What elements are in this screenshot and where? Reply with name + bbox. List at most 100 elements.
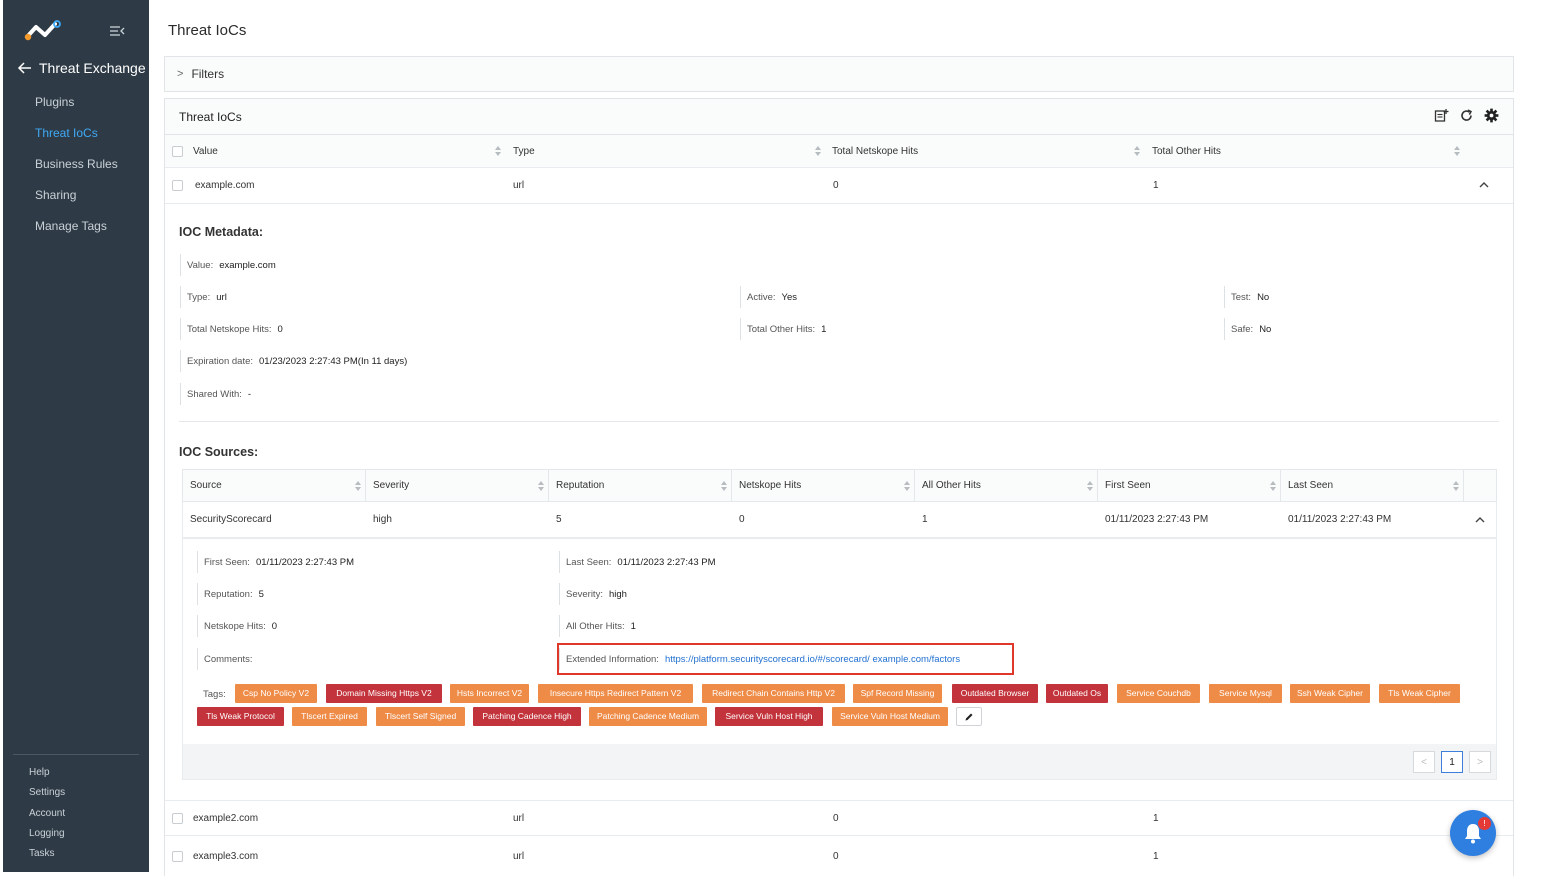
- sort-icon[interactable]: [1134, 146, 1140, 156]
- col-other-hits[interactable]: Total Other Hits: [1152, 145, 1221, 157]
- tag[interactable]: Hsts Incorrect V2: [450, 684, 529, 703]
- row-checkbox[interactable]: [172, 180, 183, 191]
- src-first-seen: 01/11/2023 2:27:43 PM: [1105, 514, 1209, 525]
- page-1-button[interactable]: 1: [1441, 751, 1463, 773]
- tag[interactable]: Service Vuln Host Medium: [832, 707, 948, 726]
- src-last-seen: 01/11/2023 2:27:43 PM: [1288, 514, 1392, 525]
- tag[interactable]: Spf Record Missing: [853, 684, 942, 703]
- sort-icon[interactable]: [495, 146, 501, 156]
- tag[interactable]: Tlscert Self Signed: [376, 707, 465, 726]
- extended-info-highlight: [557, 643, 1014, 675]
- sources-row[interactable]: SecurityScorecard high 5 0 1 01/11/2023 …: [182, 502, 1497, 538]
- back-to-threat-exchange[interactable]: Threat Exchange: [17, 58, 146, 78]
- sidebar-item-account[interactable]: Account: [29, 807, 66, 819]
- iocs-card: Threat IoCs Value Type Total Netskope Hi…: [164, 98, 1514, 876]
- table-row[interactable]: example2.com url 0 1: [165, 800, 1513, 836]
- row-netskope-hits: 0: [833, 180, 839, 191]
- pagination: < 1 >: [1413, 751, 1491, 773]
- prev-page-button[interactable]: <: [1413, 751, 1435, 773]
- sidebar-item-threat-iocs[interactable]: Threat IoCs: [35, 126, 98, 140]
- col-netskope-hits[interactable]: Netskope Hits: [732, 470, 915, 501]
- sort-icon[interactable]: [904, 481, 910, 491]
- tag[interactable]: Service Vuln Host High: [715, 707, 823, 726]
- meta-netskope-text: 0: [277, 323, 283, 335]
- sidebar-item-manage-tags[interactable]: Manage Tags: [35, 219, 107, 233]
- sort-icon[interactable]: [1453, 481, 1459, 491]
- detail-reputation-text: 5: [258, 588, 264, 600]
- meta-safe-text: No: [1259, 323, 1272, 335]
- sidebar-item-help[interactable]: Help: [29, 767, 50, 778]
- row-other-hits: 1: [1153, 850, 1159, 862]
- sort-icon[interactable]: [1270, 481, 1276, 491]
- tag[interactable]: Tls Weak Protocol: [197, 707, 284, 726]
- tag[interactable]: Csp No Policy V2: [235, 684, 317, 703]
- card-title: Threat IoCs: [179, 110, 242, 124]
- sort-icon[interactable]: [1454, 146, 1460, 156]
- chevron-up-icon[interactable]: [1479, 181, 1489, 189]
- col-reputation[interactable]: Reputation: [549, 470, 732, 501]
- tag[interactable]: Redirect Chain Contains Http V2: [702, 684, 845, 703]
- col-type[interactable]: Type: [513, 145, 535, 157]
- row-checkbox[interactable]: [172, 812, 183, 824]
- tag[interactable]: Service Couchdb: [1117, 684, 1200, 703]
- col-source[interactable]: Source: [183, 470, 366, 501]
- tag[interactable]: Patching Cadence High: [473, 707, 581, 726]
- meta-expiration-label: Expiration date:: [187, 355, 254, 367]
- sort-icon[interactable]: [721, 481, 727, 491]
- col-all-other-hits[interactable]: All Other Hits: [915, 470, 1098, 501]
- next-page-button[interactable]: >: [1469, 751, 1491, 773]
- refresh-icon[interactable]: [1459, 108, 1474, 123]
- extended-info-link[interactable]: https://platform.securityscorecard.io/#/…: [664, 653, 961, 665]
- tag[interactable]: Ssh Weak Cipher: [1290, 684, 1370, 703]
- edit-tags-button[interactable]: [956, 707, 982, 726]
- detail-last-seen: Last Seen: 01/11/2023 2:27:43 PM: [559, 551, 716, 573]
- pencil-icon: [965, 713, 973, 720]
- sidebar-item-sharing[interactable]: Sharing: [35, 188, 77, 202]
- table-row[interactable]: example3.com url 0 1: [165, 837, 1513, 875]
- col-last-seen[interactable]: Last Seen: [1281, 470, 1464, 501]
- sort-icon[interactable]: [538, 481, 544, 491]
- col-netskope-hits[interactable]: Total Netskope Hits: [832, 145, 919, 157]
- tag[interactable]: Outdated Browser: [952, 684, 1038, 703]
- sidebar-item-business-rules[interactable]: Business Rules: [35, 157, 118, 171]
- app-logo-icon[interactable]: [24, 19, 62, 41]
- sidebar-item-logging[interactable]: Logging: [29, 827, 65, 839]
- collapse-menu-icon[interactable]: [109, 24, 125, 38]
- tag[interactable]: Insecure Https Redirect Pattern V2: [538, 684, 693, 703]
- table-row[interactable]: example.com url 0 1: [165, 168, 1513, 204]
- sidebar-divider: [13, 754, 139, 755]
- sort-icon[interactable]: [1087, 481, 1093, 491]
- detail-severity: Severity: high: [559, 583, 627, 605]
- sidebar-item-tasks[interactable]: Tasks: [29, 848, 55, 860]
- detail-first-seen: First Seen: 01/11/2023 2:27:43 PM: [197, 551, 354, 573]
- notifications-button[interactable]: !: [1450, 810, 1496, 856]
- meta-other-hits: Total Other Hits: 1: [740, 318, 826, 340]
- meta-value: Value: example.com: [180, 254, 276, 276]
- sidebar-item-settings[interactable]: Settings: [29, 787, 66, 799]
- meta-shared-text: -: [247, 388, 252, 400]
- sort-icon[interactable]: [355, 481, 361, 491]
- sidebar-item-plugins[interactable]: Plugins: [35, 95, 75, 109]
- col-severity[interactable]: Severity: [366, 470, 549, 501]
- col-value[interactable]: Value: [193, 145, 218, 157]
- tag[interactable]: Outdated Os: [1046, 684, 1108, 703]
- row-value: example.com: [195, 180, 255, 191]
- export-icon[interactable]: [1434, 108, 1449, 123]
- sidebar-bottom-nav: Help Settings Account Logging Tasks: [29, 766, 65, 867]
- tag[interactable]: Tlscert Expired: [292, 707, 367, 726]
- sort-icon[interactable]: [815, 146, 821, 156]
- tag[interactable]: Domain Missing Https V2: [326, 684, 442, 703]
- page-title: Threat IoCs: [168, 22, 247, 39]
- filters-toggle[interactable]: > Filters: [164, 56, 1514, 92]
- tag[interactable]: Tls Weak Cipher: [1379, 684, 1460, 703]
- source-detail-panel: First Seen: 01/11/2023 2:27:43 PM Last Se…: [182, 538, 1497, 780]
- tag[interactable]: Patching Cadence Medium: [589, 707, 707, 726]
- tag[interactable]: Service Mysql: [1209, 684, 1282, 703]
- detail-comments-label: Comments:: [204, 653, 253, 665]
- detail-netskope-label: Netskope Hits:: [204, 620, 266, 632]
- row-checkbox[interactable]: [172, 850, 183, 862]
- gear-icon[interactable]: [1484, 108, 1499, 123]
- col-first-seen[interactable]: First Seen: [1098, 470, 1281, 501]
- chevron-up-icon[interactable]: [1475, 516, 1485, 524]
- select-all-checkbox[interactable]: [172, 145, 183, 157]
